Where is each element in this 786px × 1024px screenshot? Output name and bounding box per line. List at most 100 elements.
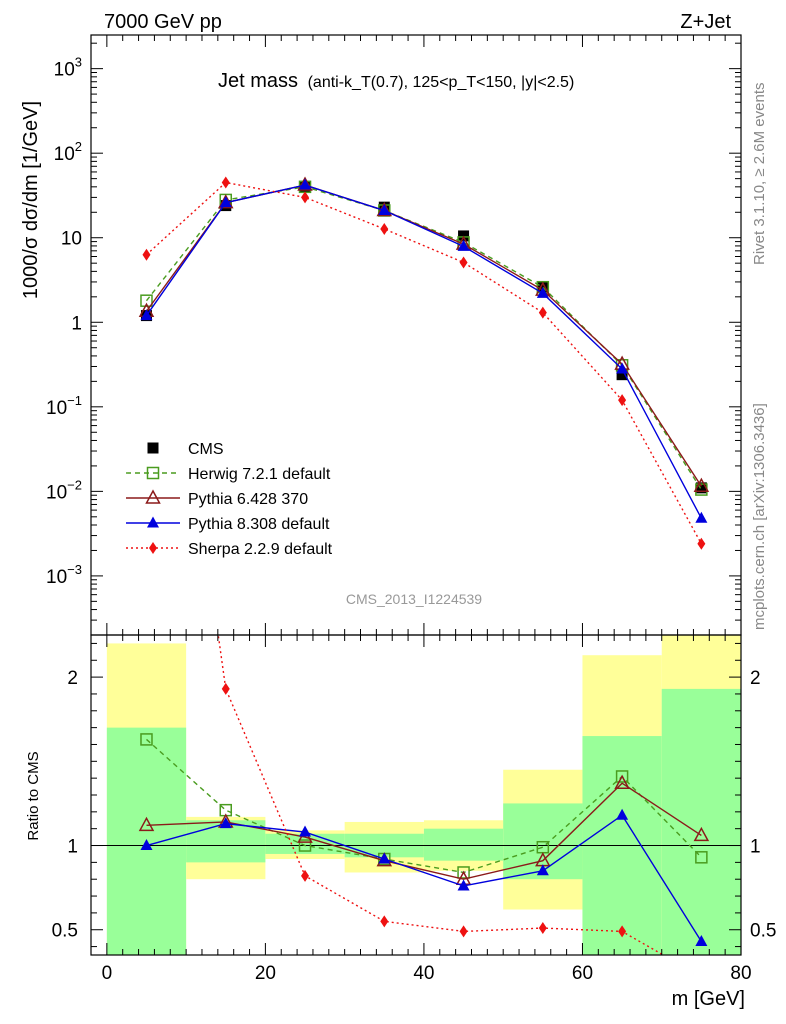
main-point-pythia-8-308-default [140,309,153,321]
x-axis-label: m [GeV] [672,988,745,1010]
x-tick-label: 40 [413,963,434,984]
main-point-sherpa-2-2-9-default [697,537,706,550]
y-tick-label: 10−2 [46,477,82,503]
legend-item: Herwig 7.2.1 default [126,466,331,483]
ratio-point-pythia-8-308-default [695,935,708,947]
rivet-version-label: Rivet 3.1.10, ≥ 2.6M events [751,83,768,266]
main-point-pythia-8-308-default [219,196,232,208]
y-tick-label: 1 [71,313,82,334]
main-point-sherpa-2-2-9-default [618,394,627,407]
ratio-point-sherpa-2-2-9-default [618,925,627,938]
chart-title-sub: (anti-k_T(0.7), 125<p_T<150, |y|<2.5) [308,74,575,91]
ratio-point-herwig-7-2-1-default [457,866,470,879]
ratio-y-tick-label-right: 1 [750,837,761,858]
legend-label: Pythia 6.428 370 [188,491,308,508]
main-line-herwig-7-2-1-default [145,186,702,490]
ratio-line-pythia-8-308-default [146,814,702,942]
legend: CMS Herwig 7.2.1 default Pythia 6.428 370 P… [126,441,333,558]
ratio-point-sherpa-2-2-9-default [538,922,547,935]
ratio-point-pythia-8-308-default [457,879,470,891]
ratio-point-pythia-8-308-default [616,808,629,820]
ratio-y-tick-label-right: 2 [750,668,761,689]
legend-marker [146,466,160,480]
main-plot-area [138,176,710,550]
ratio-point-herwig-7-2-1-default [140,733,153,746]
ratio-y-tick-label: 2 [67,668,78,689]
main-point-pythia-8-308-default [299,178,312,190]
ratio-stat-band [423,828,504,861]
main-point-sherpa-2-2-9-default [221,176,230,189]
ratio-stat-band [661,688,741,955]
main-point-pythia-8-308-default [695,511,708,523]
ratio-y-tick-label: 0.5 [52,921,78,942]
legend-label: Sherpa 2.2.9 default [188,541,333,558]
legend-marker [145,489,161,504]
ratio-point-sherpa-2-2-9-default [697,971,705,983]
ratio-point-sherpa-2-2-9-default [142,115,150,127]
ratio-point-pythia-6-428-370 [693,826,710,842]
ratio-point-sherpa-2-2-9-default [380,915,389,928]
y-tick-label: 103 [54,55,82,81]
legend-marker [149,542,157,554]
main-point-sherpa-2-2-9-default [301,191,310,204]
ratio-plot-area [91,115,741,983]
ratio-point-herwig-7-2-1-default [298,839,312,852]
main-point-cms [616,369,628,381]
main-y-axis-label: 1000/σ dσ/dm [1/GeV] [20,101,42,299]
y-tick-label: 102 [54,139,82,165]
legend-item: Pythia 8.308 default [126,516,330,533]
legend-item: Pythia 6.428 370 [126,489,308,508]
main-point-pythia-8-308-default [536,286,549,298]
main-point-cms [695,482,707,494]
legend-label: Herwig 7.2.1 default [188,466,331,483]
legend-label: CMS [188,441,224,458]
ratio-point-sherpa-2-2-9-default [301,869,310,882]
ratio-line-herwig-7-2-1-default [146,738,702,874]
main-point-sherpa-2-2-9-default [538,306,547,319]
main-point-pythia-6-428-370 [297,176,313,191]
main-point-pythia-8-308-default [378,203,391,215]
ratio-point-pythia-6-428-370 [614,774,630,789]
ratio-y-tick-label: 1 [67,837,78,858]
main-point-pythia-6-428-370 [693,477,710,492]
ratio-point-pythia-8-308-default [140,839,153,851]
legend-marker [147,442,159,454]
main-line-pythia-8-308-default [145,184,702,519]
main-line-pythia-6-428-370 [145,184,702,487]
ratio-y-axis-label: Ratio to CMS [25,751,42,840]
analysis-id-label: CMS_2013_I1224539 [346,591,482,607]
ratio-point-pythia-8-308-default [219,817,232,829]
ratio-line-sherpa-2-2-9-default [217,635,665,955]
x-tick-label: 20 [255,963,276,984]
legend-item: CMS [147,441,224,458]
ratio-point-pythia-6-428-370 [138,816,155,832]
legend-marker [147,516,159,528]
chart-title: Jet mass (anti-k_T(0.7), 125<p_T<150, |y… [218,70,574,92]
process-label: Z+Jet [680,11,731,33]
energy-label: 7000 GeV pp [104,11,222,33]
main-point-sherpa-2-2-9-default [459,256,468,269]
main-point-pythia-8-308-default [457,239,470,251]
main-point-sherpa-2-2-9-default [380,222,389,235]
y-tick-label: 10−3 [46,562,82,588]
mcplots-label: mcplots.cern.ch [arXiv:1306.3436] [751,403,768,630]
ratio-point-pythia-8-308-default [299,825,312,837]
ratio-point-sherpa-2-2-9-default [221,682,230,695]
x-tick-label: 80 [730,963,751,984]
legend-item: Sherpa 2.2.9 default [126,541,333,558]
ratio-uncertainty-bands [106,635,741,955]
ratio-point-pythia-8-308-default [536,864,549,876]
main-point-pythia-8-308-default [616,362,629,374]
chart-title-main: Jet mass [218,70,298,92]
legend-label: Pythia 8.308 default [188,516,330,533]
y-tick-label: 10−1 [46,393,82,419]
axes: 0 20 40 60 80 10−3 10−2 10−1 1 10 102 103 0.5 0.5 1 1 2 2 [46,34,776,984]
main-point-herwig-7-2-1-default [140,294,153,307]
x-tick-label: 0 [102,963,113,984]
main-line-sherpa-2-2-9-default [146,181,702,545]
y-tick-label: 10 [61,229,82,250]
ratio-point-herwig-7-2-1-default [695,851,708,864]
ratio-point-sherpa-2-2-9-default [459,925,468,938]
x-tick-label: 60 [572,963,593,984]
